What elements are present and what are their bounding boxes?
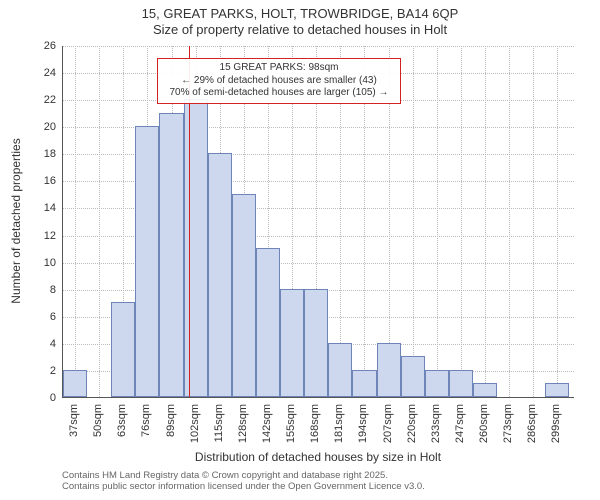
x-tick-label: 233sqm [430, 404, 442, 443]
histogram-bar [545, 383, 569, 397]
y-tick-label: 10 [32, 257, 56, 269]
y-axis-label: Number of detached properties [9, 121, 23, 321]
attribution: Contains HM Land Registry data © Crown c… [62, 470, 425, 493]
histogram-bar [111, 302, 135, 397]
histogram-bar [208, 153, 232, 397]
x-tick-label: 286sqm [526, 404, 538, 443]
x-tick-label: 299sqm [550, 404, 562, 443]
histogram-bar [256, 248, 280, 397]
histogram-bar [135, 126, 159, 397]
histogram-bar [401, 356, 425, 397]
y-tick-label: 24 [32, 67, 56, 79]
y-tick-label: 2 [32, 365, 56, 377]
title-block: 15, GREAT PARKS, HOLT, TROWBRIDGE, BA14 … [0, 0, 600, 39]
gridline-v [75, 46, 76, 397]
x-tick-label: 128sqm [237, 404, 249, 443]
gridline-h [63, 46, 574, 47]
gridline-v [413, 46, 414, 397]
gridline-v [99, 46, 100, 397]
y-tick-label: 0 [32, 392, 56, 404]
annotation-line: 70% of semi-detached houses are larger (… [164, 87, 394, 100]
histogram-bar [449, 370, 473, 397]
annotation-box: 15 GREAT PARKS: 98sqm← 29% of detached h… [157, 58, 401, 104]
gridline-v [485, 46, 486, 397]
y-tick-label: 4 [32, 338, 56, 350]
x-tick-label: 50sqm [92, 404, 104, 437]
x-tick-label: 247sqm [454, 404, 466, 443]
x-tick-label: 168sqm [309, 404, 321, 443]
histogram-bar [184, 99, 208, 397]
x-tick-label: 155sqm [285, 404, 297, 443]
x-tick-label: 260sqm [478, 404, 490, 443]
x-axis-label: Distribution of detached houses by size … [62, 450, 574, 464]
y-tick-label: 22 [32, 94, 56, 106]
histogram-bar [377, 343, 401, 397]
title-line-2: Size of property relative to detached ho… [0, 22, 600, 38]
annotation-line: 15 GREAT PARKS: 98sqm [164, 62, 394, 75]
histogram-bar [232, 194, 256, 397]
title-line-1: 15, GREAT PARKS, HOLT, TROWBRIDGE, BA14 … [0, 6, 600, 22]
chart-container: 15, GREAT PARKS, HOLT, TROWBRIDGE, BA14 … [0, 0, 600, 500]
x-tick-label: 220sqm [406, 404, 418, 443]
histogram-bar [63, 370, 87, 397]
x-tick-label: 181sqm [333, 404, 345, 443]
y-tick-label: 8 [32, 284, 56, 296]
y-tick-label: 26 [32, 40, 56, 52]
y-tick-label: 14 [32, 202, 56, 214]
x-tick-label: 207sqm [382, 404, 394, 443]
x-tick-label: 142sqm [261, 404, 273, 443]
x-tick-label: 76sqm [140, 404, 152, 437]
x-tick-label: 194sqm [357, 404, 369, 443]
gridline-v [437, 46, 438, 397]
x-tick-label: 37sqm [68, 404, 80, 437]
y-tick-label: 16 [32, 175, 56, 187]
histogram-bar [159, 113, 183, 397]
gridline-v [461, 46, 462, 397]
attribution-line-1: Contains HM Land Registry data © Crown c… [62, 470, 425, 481]
annotation-line: ← 29% of detached houses are smaller (43… [164, 75, 394, 88]
x-tick-label: 115sqm [213, 404, 225, 442]
histogram-bar [473, 383, 497, 397]
histogram-bar [280, 289, 304, 397]
x-tick-label: 273sqm [502, 404, 514, 443]
gridline-v [509, 46, 510, 397]
y-tick-label: 20 [32, 121, 56, 133]
y-tick-label: 18 [32, 148, 56, 160]
x-tick-label: 63sqm [116, 404, 128, 437]
y-tick-label: 12 [32, 230, 56, 242]
gridline-v [533, 46, 534, 397]
attribution-line-2: Contains public sector information licen… [62, 481, 425, 492]
y-tick-label: 6 [32, 311, 56, 323]
histogram-bar [328, 343, 352, 397]
gridline-v [557, 46, 558, 397]
x-tick-label: 89sqm [165, 404, 177, 437]
x-tick-label: 102sqm [189, 404, 201, 443]
histogram-bar [425, 370, 449, 397]
histogram-bar [352, 370, 376, 397]
plot-area: 15 GREAT PARKS: 98sqm← 29% of detached h… [62, 46, 574, 398]
histogram-bar [304, 289, 328, 397]
